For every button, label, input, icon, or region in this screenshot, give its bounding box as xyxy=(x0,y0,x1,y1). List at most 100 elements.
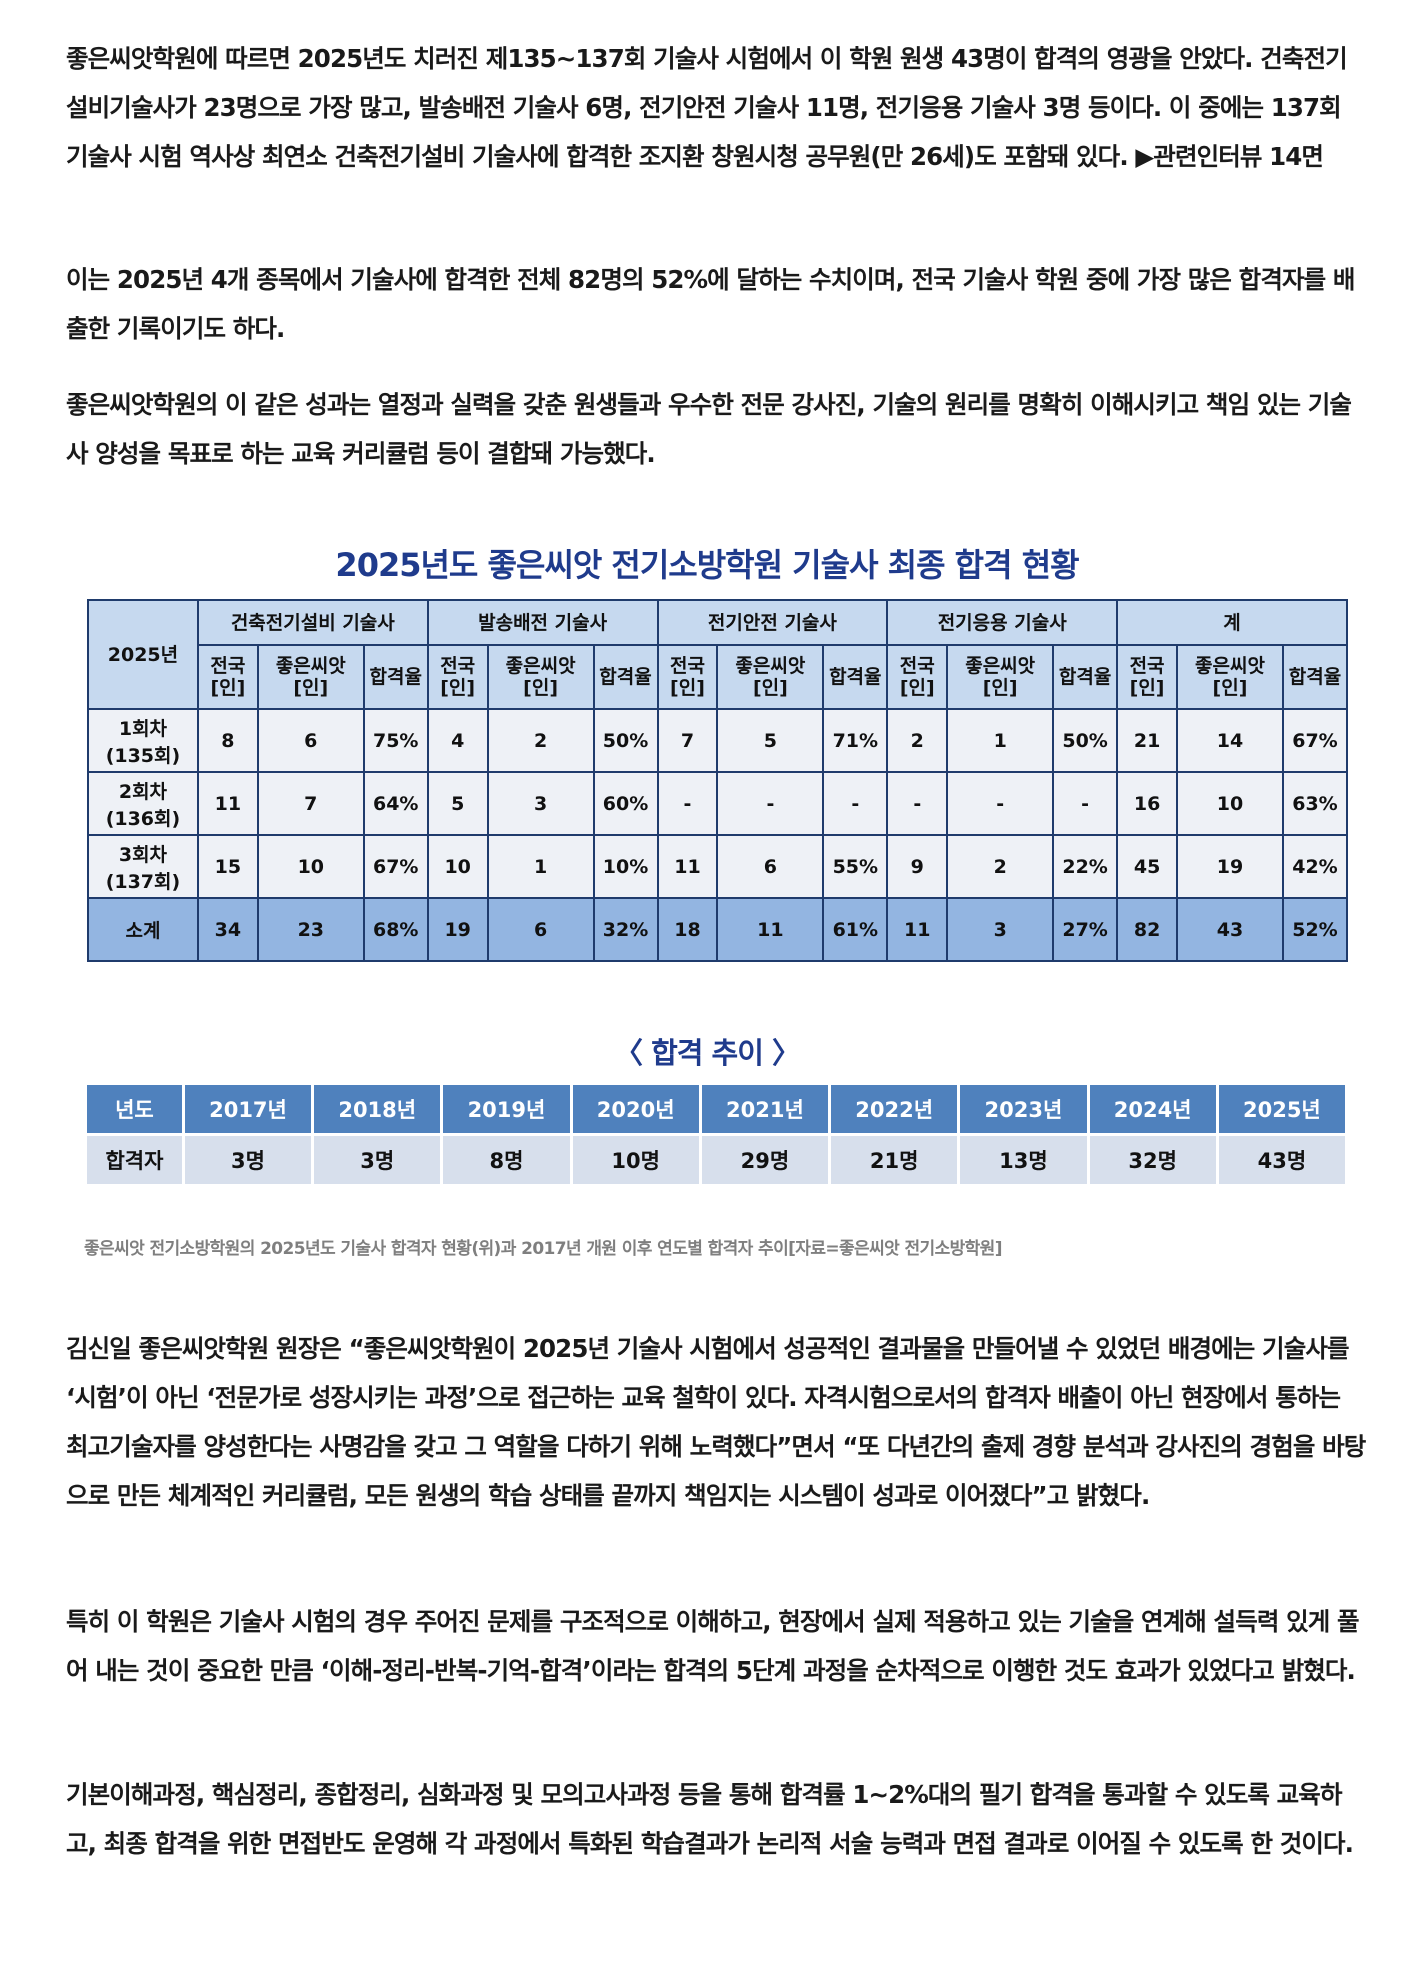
table-cell: 2 xyxy=(886,708,949,773)
article-paragraph: 기본이해과정, 핵심정리, 종합정리, 심화과정 및 모의고사과정 등을 통해 … xyxy=(66,1780,1354,1858)
table-cell: - xyxy=(822,771,889,836)
trend-year: 2025년 xyxy=(1218,1085,1345,1133)
trend-year: 2024년 xyxy=(1089,1085,1216,1133)
trend-year: 2022년 xyxy=(831,1085,958,1133)
trend-row-label: 합격자 xyxy=(87,1136,182,1184)
table-cell: 3 xyxy=(486,771,595,836)
corner-header: 2025년 xyxy=(87,599,199,710)
table-cell: 82 xyxy=(1116,897,1179,962)
trend-year: 2018년 xyxy=(314,1085,441,1133)
table-cell: 1 xyxy=(486,834,595,899)
table-cell: 34 xyxy=(196,897,259,962)
table-cell: 55% xyxy=(822,834,889,899)
table-cell: 18 xyxy=(656,897,719,962)
article-paragraph: 좋은씨앗학원에 따르면 2025년도 치러진 제135~137회 기술사 시험에… xyxy=(66,44,1348,171)
trend-year: 2020년 xyxy=(572,1085,699,1133)
table-cell: 63% xyxy=(1281,771,1349,836)
rate-header: 합격율 xyxy=(362,644,429,710)
table-cell: 3 xyxy=(946,897,1055,962)
results-table-title: 2025년도 좋은씨앗 전기소방학원 기술사 최종 합격 현황 xyxy=(335,546,1079,584)
table-cell: - xyxy=(656,771,719,836)
table-cell: 5 xyxy=(716,708,825,773)
rate-header: 합격율 xyxy=(1052,644,1119,710)
trend-year: 2023년 xyxy=(960,1085,1087,1133)
table-cell: 19 xyxy=(1176,834,1284,899)
group-header: 발송배전 기술사 xyxy=(426,599,659,646)
table-row: 2회차 (136회) 11 7 64% 5 3 60% - - - - - -16 10 63% xyxy=(87,771,1349,836)
table-cell: 2 xyxy=(946,834,1055,899)
table-cell: 60% xyxy=(592,771,659,836)
table-cell: 23 xyxy=(256,897,365,962)
table-row: 1회차 (135회) 8 6 75% 4 2 50% 7 5 71% 2 1 50% 21 14 67% xyxy=(87,708,1349,773)
academy-header: 좋은씨앗 [인] xyxy=(716,644,825,710)
table-cell: - xyxy=(1052,771,1119,836)
table-cell: 5 xyxy=(426,771,489,836)
table-cell: 15 xyxy=(196,834,259,899)
table-cell: 16 xyxy=(1116,771,1179,836)
table-cell: - xyxy=(886,771,949,836)
trend-value: 8명 xyxy=(443,1136,570,1184)
trend-value: 10명 xyxy=(572,1136,699,1184)
academy-header: 좋은씨앗 [인] xyxy=(486,644,595,710)
table-cell: 52% xyxy=(1281,897,1349,962)
table-cell: 45 xyxy=(1116,834,1179,899)
table-cell: 6 xyxy=(716,834,825,899)
table-cell: 7 xyxy=(256,771,365,836)
table-cell: 43 xyxy=(1176,897,1284,962)
trend-value: 3명 xyxy=(314,1136,441,1184)
table-cell: 50% xyxy=(592,708,659,773)
national-header: 전국 [인] xyxy=(426,644,489,710)
academy-header: 좋은씨앗 [인] xyxy=(256,644,365,710)
table-cell: 9 xyxy=(886,834,949,899)
row-label: 1회차 (135회) xyxy=(87,708,199,773)
table-cell: 8 xyxy=(196,708,259,773)
trend-table: 년도 2017년 2018년 2019년 2020년 2021년 2022년 2023년 202… xyxy=(84,1082,1348,1187)
national-header: 전국 [인] xyxy=(886,644,949,710)
table-cell: 10 xyxy=(426,834,489,899)
article-paragraph: 이는 2025년 4개 종목에서 기술사에 합격한 전체 82명의 52%에 달… xyxy=(66,265,1355,343)
table-cell: 11 xyxy=(196,771,259,836)
table-cell: 50% xyxy=(1052,708,1119,773)
trend-year: 2019년 xyxy=(443,1085,570,1133)
table-row: 3회차 (137회) 15 10 67% 10 1 10% 11 6 55% 9 2 22% 45 19 42% xyxy=(87,834,1349,899)
table-cell: 11 xyxy=(886,897,949,962)
national-header: 전국 [인] xyxy=(1116,644,1179,710)
trend-value: 29명 xyxy=(701,1136,829,1184)
table-cell: 14 xyxy=(1176,708,1284,773)
table-cell: 75% xyxy=(362,708,429,773)
group-header: 전기응용 기술사 xyxy=(886,599,1119,646)
table-cell: 68% xyxy=(362,897,429,962)
table-cell: 10% xyxy=(592,834,659,899)
table-cell: 10 xyxy=(1176,771,1284,836)
table-cell: 10 xyxy=(256,834,365,899)
trend-header-label: 년도 xyxy=(87,1085,182,1133)
academy-header: 좋은씨앗 [인] xyxy=(946,644,1055,710)
article-paragraph: 특히 이 학원은 기술사 시험의 경우 주어진 문제를 구조적으로 이해하고, … xyxy=(66,1607,1360,1685)
table-cell: 32% xyxy=(592,897,659,962)
table-cell: 61% xyxy=(822,897,889,962)
table-cell: 64% xyxy=(362,771,429,836)
table-cell: 4 xyxy=(426,708,489,773)
table-cell: 6 xyxy=(486,897,595,962)
article-paragraph: 좋은씨앗학원의 이 같은 성과는 열정과 실력을 갖춘 원생들과 우수한 전문 … xyxy=(66,390,1352,468)
table-cell: 22% xyxy=(1052,834,1119,899)
trend-table-title: 〈 합격 추이 〉 xyxy=(613,1036,801,1070)
table-cell: 67% xyxy=(1281,708,1349,773)
table-cell: 71% xyxy=(822,708,889,773)
article-paragraph: 김신일 좋은씨앗학원 원장은 “좋은씨앗학원이 2025년 기술사 시험에서 성… xyxy=(66,1334,1366,1510)
table-cell: 42% xyxy=(1281,834,1349,899)
table-cell: - xyxy=(946,771,1055,836)
table-cell: 19 xyxy=(426,897,489,962)
trend-value: 13명 xyxy=(960,1136,1087,1184)
trend-value: 32명 xyxy=(1089,1136,1216,1184)
trend-value: 21명 xyxy=(831,1136,958,1184)
row-label: 2회차 (136회) xyxy=(87,771,199,836)
trend-year: 2021년 xyxy=(701,1085,829,1133)
table-cell: 11 xyxy=(656,834,719,899)
table-cell: 21 xyxy=(1116,708,1179,773)
trend-value: 43명 xyxy=(1218,1136,1345,1184)
group-header: 계 xyxy=(1116,599,1348,646)
table-cell: - xyxy=(716,771,825,836)
table-cell: 7 xyxy=(656,708,719,773)
table-cell: 67% xyxy=(362,834,429,899)
